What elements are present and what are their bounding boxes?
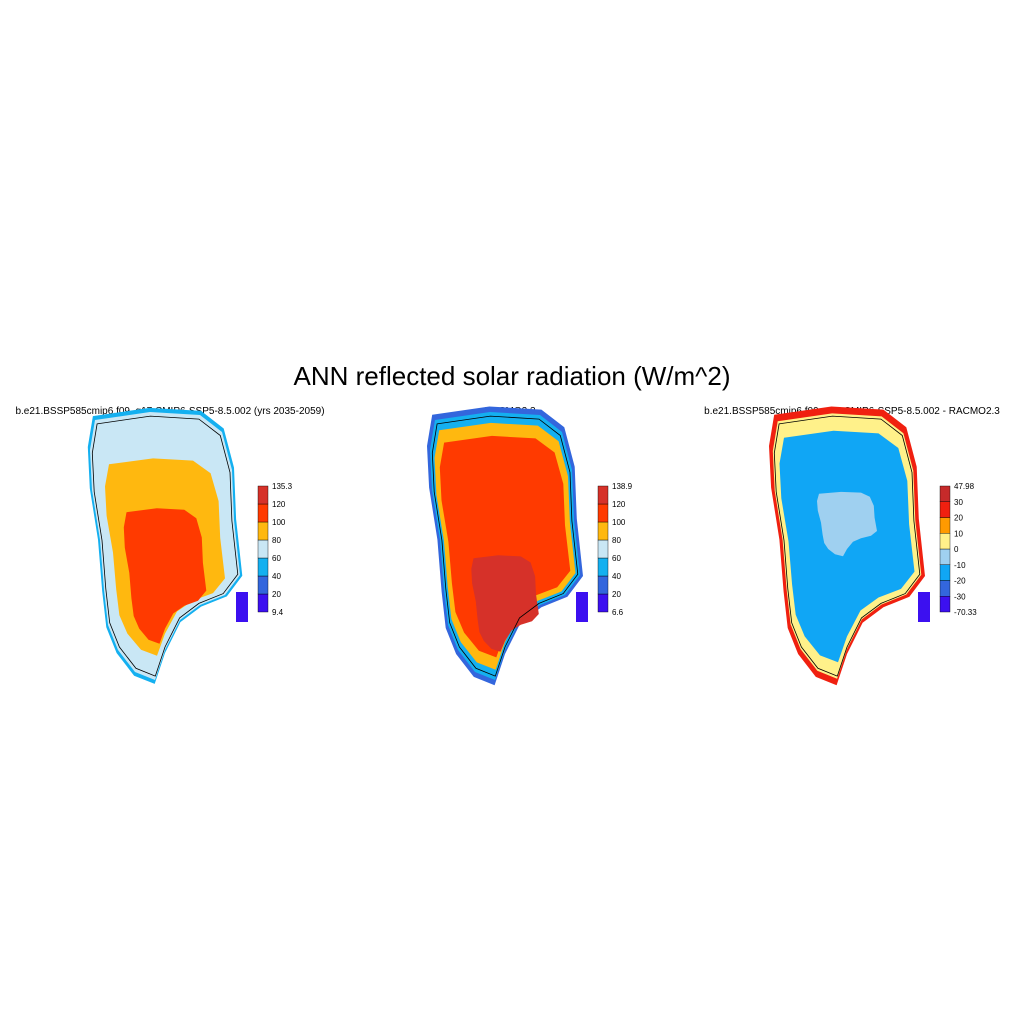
colorbar-label: 100	[612, 518, 626, 527]
colorbar-segment	[597, 575, 609, 595]
map-region	[123, 508, 207, 644]
colorbar-label: 138.9	[612, 482, 633, 491]
map-region	[439, 435, 571, 658]
colorbar-segment	[939, 485, 951, 502]
colorbar-segment	[597, 485, 609, 505]
colorbar-label: 40	[612, 572, 621, 581]
island	[236, 592, 248, 622]
colorbar-segment	[597, 521, 609, 541]
colorbar-label: 6.6	[612, 608, 624, 617]
map-region	[471, 555, 539, 652]
colorbar-segment	[939, 564, 951, 581]
colorbar-label: 47.98	[954, 482, 975, 491]
colorbar-label: 60	[612, 554, 621, 563]
colorbar-segment	[939, 517, 951, 534]
colorbar-segment	[257, 521, 269, 541]
colorbar-label: 80	[612, 536, 621, 545]
colorbar-label: 30	[954, 498, 963, 507]
colorbar-label: -10	[954, 561, 966, 570]
colorbar-label: 80	[272, 536, 281, 545]
colorbar-segment	[597, 557, 609, 577]
colorbar-segment	[257, 485, 269, 505]
colorbar-segment	[939, 596, 951, 613]
colorbar-label: 20	[612, 590, 621, 599]
colorbar-label: 100	[272, 518, 286, 527]
colorbar-label: 20	[954, 514, 963, 523]
colorbar-segment	[257, 503, 269, 523]
colorbar-segment	[597, 503, 609, 523]
figure-title: ANN reflected solar radiation (W/m^2)	[294, 361, 731, 391]
colorbar-label: 120	[272, 500, 286, 509]
coastline	[431, 415, 579, 677]
island	[918, 592, 930, 622]
coastline	[91, 415, 239, 677]
island	[576, 592, 588, 622]
colorbar-segment	[257, 593, 269, 613]
colorbar-segment	[597, 593, 609, 613]
colorbar-segment	[939, 501, 951, 518]
colorbar-label: 0	[954, 545, 959, 554]
colorbar-label: -20	[954, 577, 966, 586]
colorbar-segment	[939, 533, 951, 550]
colorbar-label: 40	[272, 572, 281, 581]
colorbar-label: 60	[272, 554, 281, 563]
colorbar-segment	[939, 548, 951, 565]
colorbar-label: 9.4	[272, 608, 284, 617]
colorbar-segment	[257, 557, 269, 577]
colorbar-label: 120	[612, 500, 626, 509]
map-region	[817, 491, 877, 557]
colorbar-segment	[257, 575, 269, 595]
colorbar-label: -70.33	[954, 608, 977, 617]
colorbar-segment	[597, 539, 609, 559]
colorbar-label: -30	[954, 592, 966, 601]
colorbar-label: 10	[954, 529, 963, 538]
coastline	[773, 415, 921, 677]
colorbar-segment	[939, 580, 951, 597]
colorbar-label: 20	[272, 590, 281, 599]
colorbar-label: 135.3	[272, 482, 293, 491]
colorbar-segment	[257, 539, 269, 559]
